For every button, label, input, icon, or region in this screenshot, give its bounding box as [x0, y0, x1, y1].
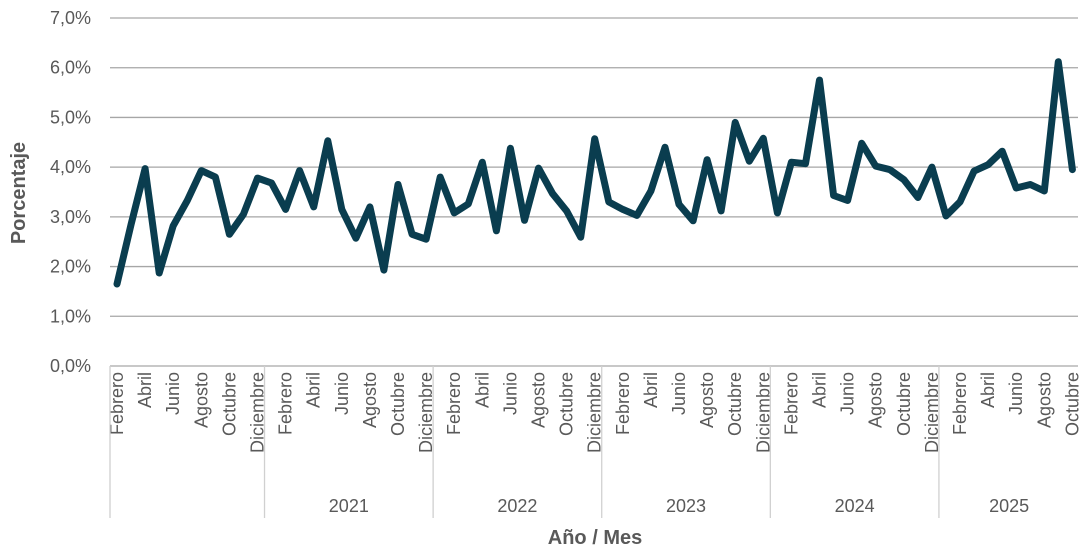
x-tick-label: Agosto	[360, 372, 380, 428]
y-tick-label: 6,0%	[50, 58, 91, 78]
x-axis-ticks: Febrero Abril Junio Agosto Octubre Diciembre F…	[107, 372, 1082, 453]
x-tick-label: Octubre	[388, 372, 408, 436]
x-tick-label: Febrero	[613, 372, 633, 435]
y-axis-ticks: 0,0% 1,0% 2,0% 3,0% 4,0% 5,0% 6,0% 7,0%	[50, 8, 91, 376]
x-tick-label: Octubre	[894, 372, 914, 436]
y-axis-title: Porcentaje	[8, 142, 30, 244]
x-tick-label: Febrero	[276, 372, 296, 435]
x-tick-label: Junio	[163, 372, 183, 415]
x-tick-label: Agosto	[529, 372, 549, 428]
x-tick-label: Agosto	[697, 372, 717, 428]
x-tick-label: Octubre	[557, 372, 577, 436]
x-tick-label: Diciembre	[922, 372, 942, 453]
x-tick-label: Junio	[1006, 372, 1026, 415]
x-axis-title: Año / Mes	[548, 527, 642, 549]
y-tick-label: 0,0%	[50, 356, 91, 376]
year-label: 2024	[835, 496, 875, 516]
x-tick-label: Diciembre	[753, 372, 773, 453]
x-tick-label: Diciembre	[416, 372, 436, 453]
y-tick-label: 7,0%	[50, 8, 91, 28]
x-tick-label: Octubre	[1062, 372, 1082, 436]
x-tick-label: Febrero	[950, 372, 970, 435]
x-tick-label: Febrero	[107, 372, 127, 435]
x-tick-label: Agosto	[866, 372, 886, 428]
y-tick-label: 4,0%	[50, 157, 91, 177]
x-tick-label: Agosto	[1034, 372, 1054, 428]
year-label: 2021	[329, 496, 369, 516]
x-tick-label: Abril	[810, 372, 830, 408]
x-tick-label: Junio	[332, 372, 352, 415]
y-tick-label: 5,0%	[50, 107, 91, 127]
x-tick-label: Abril	[472, 372, 492, 408]
x-tick-label: Junio	[500, 372, 520, 415]
series-line	[113, 58, 1076, 288]
year-label: 2025	[989, 496, 1029, 516]
x-tick-label: Abril	[641, 372, 661, 408]
x-tick-label: Agosto	[191, 372, 211, 428]
y-tick-label: 3,0%	[50, 207, 91, 227]
year-label: 2022	[497, 496, 537, 516]
x-tick-label: Junio	[838, 372, 858, 415]
year-label: 2023	[666, 496, 706, 516]
x-tick-label: Febrero	[781, 372, 801, 435]
x-tick-label: Abril	[135, 372, 155, 408]
year-axis: 2021 2022 2023 2024 2025	[109, 366, 1029, 518]
series-layer	[113, 58, 1076, 288]
x-tick-label: Abril	[978, 372, 998, 408]
x-tick-label: Abril	[304, 372, 324, 408]
x-tick-label: Diciembre	[248, 372, 268, 453]
y-tick-label: 2,0%	[50, 257, 91, 277]
y-tick-label: 1,0%	[50, 306, 91, 326]
x-tick-label: Octubre	[219, 372, 239, 436]
x-tick-label: Diciembre	[585, 372, 605, 453]
x-tick-label: Junio	[669, 372, 689, 415]
x-tick-label: Octubre	[725, 372, 745, 436]
x-tick-label: Febrero	[444, 372, 464, 435]
